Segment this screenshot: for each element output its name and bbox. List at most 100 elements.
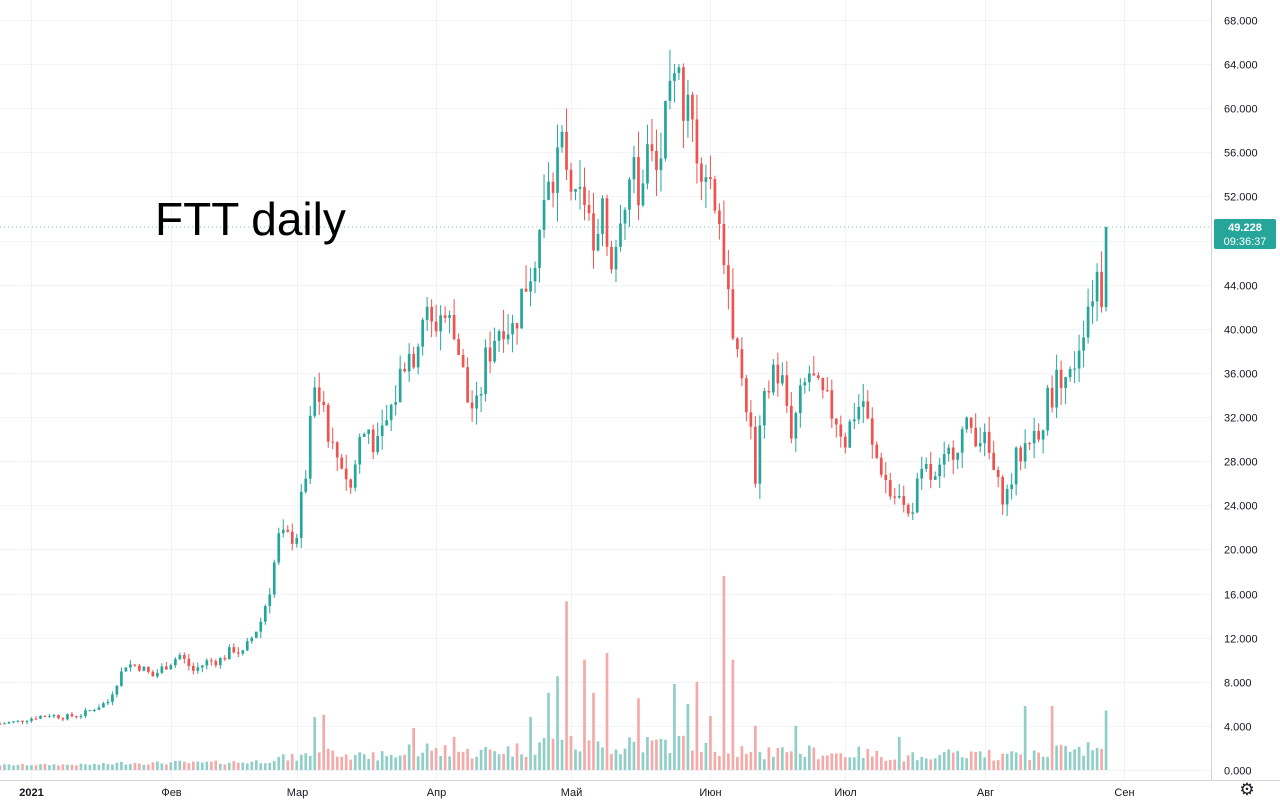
candle-body	[987, 431, 991, 453]
volume-bar	[933, 758, 937, 770]
candle-body	[200, 665, 204, 668]
last-price-label: 49.228 09:36:37	[1214, 219, 1276, 249]
volume-bar	[1073, 749, 1076, 770]
candle-body	[124, 667, 128, 672]
volume-bar	[7, 764, 11, 770]
x-axis: 2021 Фев Мар Апр Май Июн Июл Авг Сен	[0, 780, 1280, 799]
candle-body	[97, 707, 101, 710]
candle-body	[965, 417, 969, 430]
candle-body	[1086, 306, 1090, 338]
candle-body	[843, 436, 847, 448]
candle-body	[646, 144, 649, 184]
volume-bar	[578, 751, 582, 770]
candle-body	[897, 496, 901, 498]
candle-body	[780, 375, 784, 384]
candle-body	[259, 621, 263, 632]
candle-body	[556, 147, 559, 193]
volume-bar	[897, 736, 901, 770]
candle-body	[277, 533, 281, 563]
volume-bar	[407, 744, 411, 770]
volume-bar	[520, 754, 523, 770]
candle-body	[84, 710, 87, 717]
volume-bar	[556, 676, 559, 770]
candle-body	[115, 685, 119, 695]
candle-body	[816, 375, 820, 378]
volume-bar	[857, 746, 861, 770]
candle-body	[524, 288, 528, 292]
volume-bar	[938, 754, 942, 770]
y-tick-label: 8.000	[1224, 678, 1252, 690]
candle-body	[605, 198, 609, 247]
candle-body	[425, 306, 429, 320]
volume-bar	[596, 741, 600, 770]
y-tick-label: 44.000	[1224, 281, 1258, 293]
candle-body	[722, 223, 726, 266]
volume-bar	[727, 753, 730, 770]
volume-bar	[830, 753, 834, 770]
volume-bar	[614, 749, 618, 770]
volume-bar	[434, 747, 438, 770]
candle-body	[1104, 227, 1108, 308]
candle-body	[142, 666, 146, 671]
volume-bar	[299, 754, 303, 770]
volume-bar	[48, 765, 51, 770]
volume-bar	[915, 760, 919, 770]
candle-body	[875, 444, 879, 458]
volume-bar	[682, 735, 685, 770]
volume-bar	[268, 762, 272, 770]
volume-bar	[394, 757, 398, 770]
candle-body	[156, 672, 159, 677]
volume-bar	[691, 750, 694, 770]
volume-bar	[1086, 742, 1090, 770]
volume-bar	[789, 751, 793, 770]
volume-bar	[664, 739, 667, 770]
candle-body	[362, 433, 366, 437]
candle-body	[93, 709, 96, 711]
volume-bar	[75, 765, 78, 770]
y-tick-label: 0.000	[1224, 766, 1252, 778]
volume-bar	[1032, 750, 1036, 770]
volume-bar	[610, 753, 613, 770]
volume-bar	[263, 763, 267, 770]
candle-body	[407, 353, 411, 372]
volume-bar	[362, 754, 366, 770]
candle-body	[1041, 430, 1045, 440]
volume-bar	[1100, 749, 1103, 770]
volume-bar	[3, 764, 6, 770]
volume-bar	[156, 761, 159, 770]
volume-bar	[974, 751, 978, 770]
candle-body	[713, 179, 717, 211]
candle-body	[272, 562, 276, 595]
volume-bar	[304, 753, 308, 770]
volume-bar	[1041, 756, 1045, 770]
candle-body	[664, 100, 667, 159]
candle-body	[659, 158, 663, 171]
x-tick-label: Июн	[699, 787, 721, 799]
volume-bar	[1046, 756, 1049, 770]
candle-body	[938, 464, 942, 477]
volume-bar	[147, 764, 150, 770]
volume-bar	[992, 760, 996, 770]
volume-bar	[722, 575, 726, 770]
candle-body	[196, 667, 200, 671]
volume-bar	[142, 764, 146, 770]
candle-body	[601, 198, 604, 234]
candle-body	[1055, 369, 1058, 408]
volume-bar	[911, 752, 915, 770]
volume-bar	[650, 740, 654, 770]
candle-body	[209, 660, 213, 662]
volume-bar	[772, 756, 775, 770]
candle-body	[740, 349, 744, 379]
gear-icon[interactable]: ⚙	[1239, 780, 1255, 800]
volume-bar	[659, 738, 663, 770]
volume-bar	[457, 751, 460, 770]
candle-body	[1037, 430, 1040, 440]
candle-body	[803, 382, 807, 386]
volume-bar	[1104, 710, 1108, 770]
y-tick-label: 24.000	[1224, 501, 1258, 513]
volume-bar	[322, 714, 326, 770]
volume-bar	[641, 752, 645, 770]
volume-bar	[906, 755, 910, 770]
candle-body	[250, 637, 254, 642]
volume-bar	[538, 742, 541, 770]
